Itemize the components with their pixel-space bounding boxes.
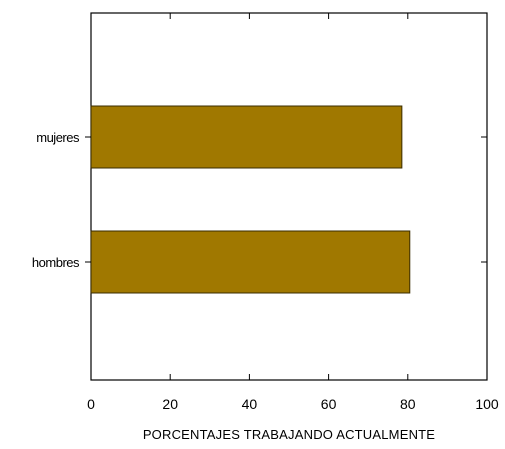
plot-frame xyxy=(90,12,488,381)
x-tick-label-100: 100 xyxy=(475,396,499,412)
x-tick-label-0: 0 xyxy=(87,396,95,412)
x-axis-title: PORCENTAJES TRABAJANDO ACTUALMENTE xyxy=(143,427,435,442)
x-tick-label-40: 40 xyxy=(242,396,258,412)
bars-layer xyxy=(90,105,411,294)
bar-mujeres xyxy=(90,105,403,169)
labels-layer: hombres mujeres 0 20 40 60 80 100 xyxy=(32,130,499,412)
x-tick-label-20: 20 xyxy=(162,396,178,412)
bar-hombres xyxy=(90,230,411,294)
x-tick-label-80: 80 xyxy=(400,396,416,412)
x-tick-label-60: 60 xyxy=(321,396,337,412)
category-label-mujeres: mujeres xyxy=(36,130,80,145)
category-label-hombres: hombres xyxy=(32,255,80,270)
ticks-layer xyxy=(85,13,488,380)
